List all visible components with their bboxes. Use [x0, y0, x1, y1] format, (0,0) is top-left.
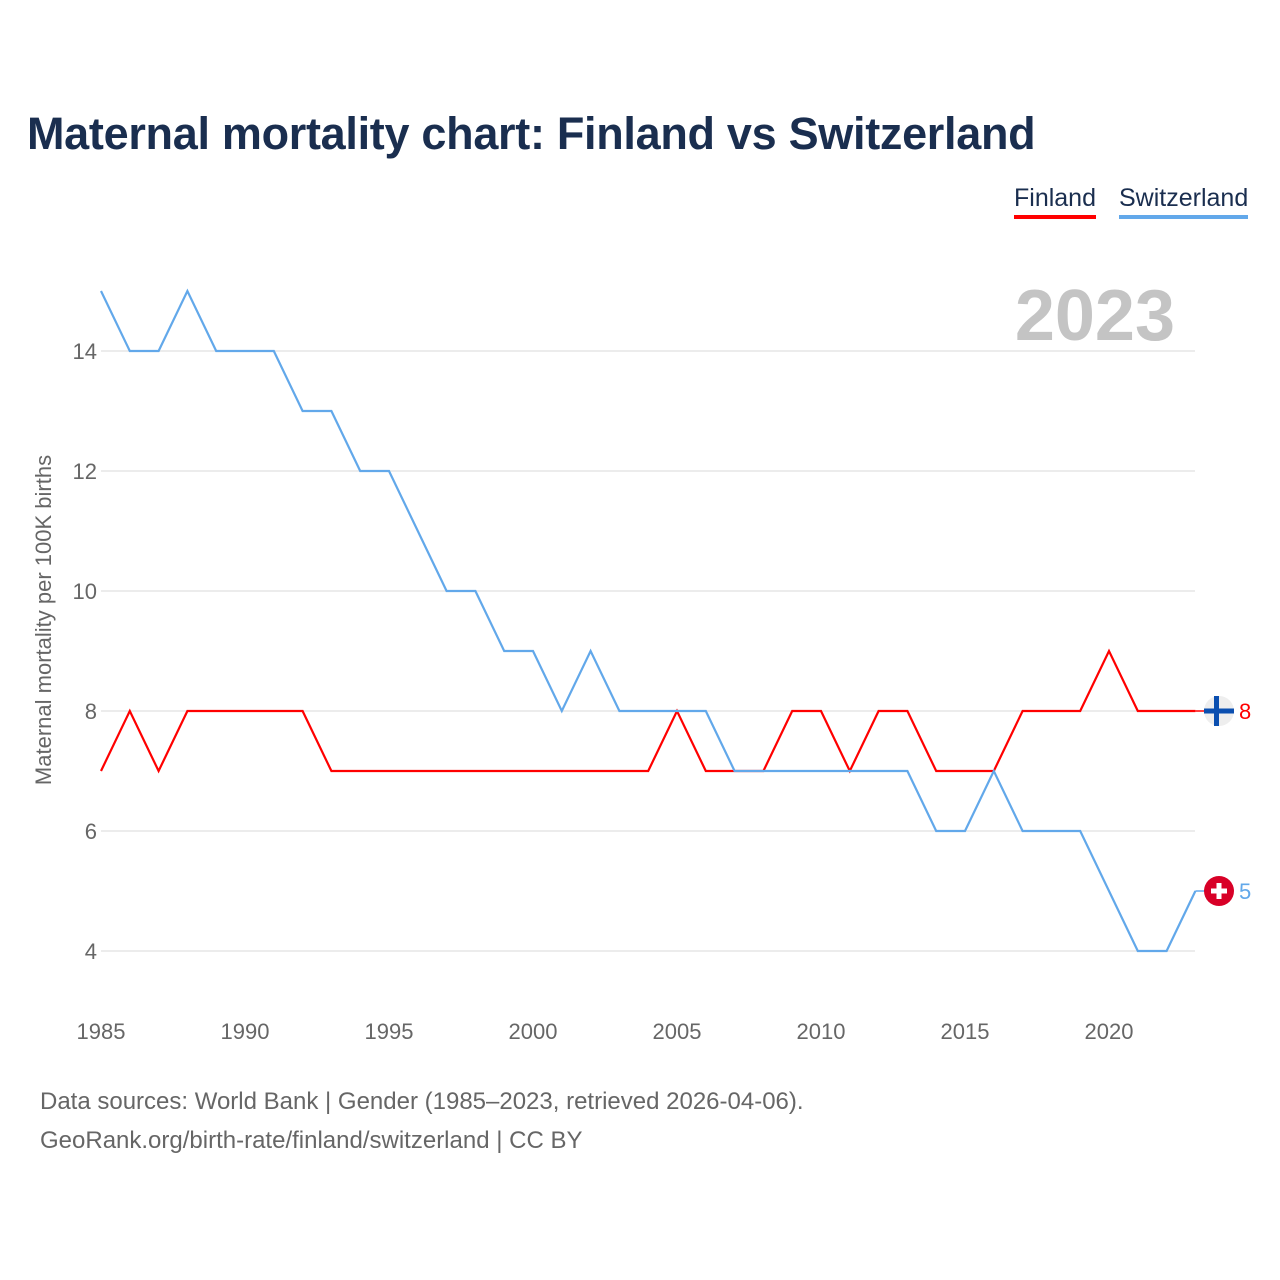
- x-tick-label: 2015: [941, 1019, 990, 1044]
- y-tick-label: 10: [73, 579, 97, 604]
- finland-flag-icon: [1204, 696, 1234, 726]
- x-tick-label: 1990: [221, 1019, 270, 1044]
- legend-finland[interactable]: Finland: [1014, 184, 1096, 219]
- x-tick-label: 1995: [365, 1019, 414, 1044]
- y-axis-label: Maternal mortality per 100K births: [31, 455, 56, 785]
- y-tick-label: 8: [85, 699, 97, 724]
- y-tick-label: 4: [85, 939, 97, 964]
- footer-sources: Data sources: World Bank | Gender (1985–…: [40, 1088, 804, 1115]
- x-tick-label: 2005: [653, 1019, 702, 1044]
- y-tick-label: 12: [73, 459, 97, 484]
- legend-switzerland[interactable]: Switzerland: [1119, 184, 1249, 219]
- x-tick-label: 2000: [509, 1019, 558, 1044]
- x-tick-label: 2020: [1085, 1019, 1134, 1044]
- series-line-finland: [100, 648, 1196, 774]
- x-tick-label: 2010: [797, 1019, 846, 1044]
- year-watermark: 2023: [1015, 276, 1175, 356]
- y-tick-label: 14: [73, 339, 97, 364]
- end-value-label: 8: [1239, 699, 1251, 724]
- switzerland-flag-icon: [1204, 876, 1234, 906]
- footer-link[interactable]: GeoRank.org/birth-rate/finland/switzerla…: [40, 1127, 583, 1154]
- x-tick-label: 1985: [77, 1019, 126, 1044]
- end-value-label: 5: [1239, 879, 1251, 904]
- series-line-switzerland: [100, 288, 1197, 953]
- y-tick-label: 6: [85, 819, 97, 844]
- chart-title: Maternal mortality chart: Finland vs Swi…: [27, 108, 1036, 159]
